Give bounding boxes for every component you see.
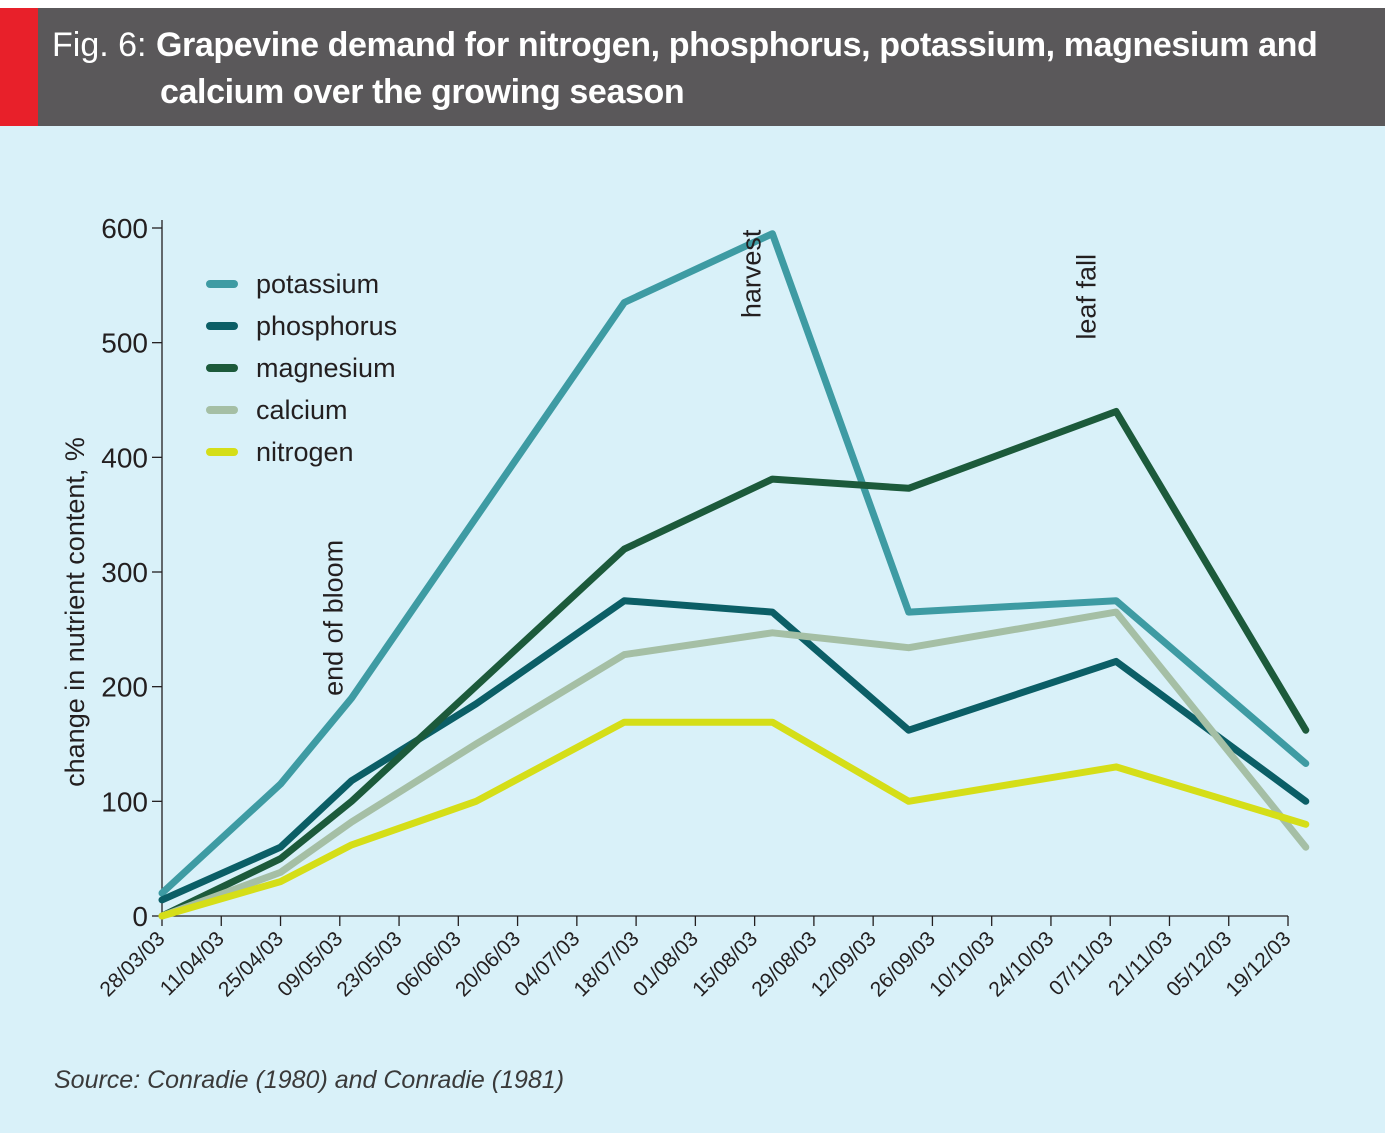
series-line-phosphorus	[158, 597, 1310, 904]
y-tick-label: 500	[101, 328, 148, 359]
x-tick-label: 19/12/03	[1221, 927, 1295, 1001]
series-line-potassium	[158, 230, 1310, 897]
x-tick-label: 04/07/03	[510, 927, 584, 1001]
x-tick-label: 09/05/03	[273, 927, 347, 1001]
series-line-magnesium	[158, 408, 1310, 920]
x-tick-label: 26/09/03	[866, 927, 940, 1001]
chart-panel: 0 100 200 300 400 500 600 28/03/03 11/04/03 25/04…	[0, 126, 1385, 1133]
figure-label: Fig. 6:	[52, 26, 147, 64]
legend: potassium phosphorus magnesium calcium nitro…	[206, 269, 397, 467]
x-tick-label: 05/12/03	[1162, 927, 1236, 1001]
series-line-calcium	[158, 608, 1310, 920]
y-tick-label: 0	[132, 901, 148, 932]
figure-title: Fig. 6: Grapevine demand for nitrogen, p…	[52, 22, 1372, 116]
y-axis-label: change in nutrient content, %	[60, 437, 90, 787]
x-tick-label: 18/07/03	[570, 927, 644, 1001]
legend-label-calcium: calcium	[256, 395, 348, 425]
x-tick-label: 10/10/03	[925, 927, 999, 1001]
source-note: Source: Conradie (1980) and Conradie (19…	[54, 1066, 565, 1094]
x-tick-label: 06/06/03	[392, 927, 466, 1001]
series-lines	[158, 230, 1310, 920]
x-tick-label: 29/08/03	[747, 927, 821, 1001]
y-tick-label: 600	[101, 213, 148, 244]
legend-label-magnesium: magnesium	[256, 353, 396, 383]
series-line-nitrogen	[158, 718, 1310, 920]
title-line-2: calcium over the growing season	[160, 73, 685, 111]
figure: Fig. 6: Grapevine demand for nitrogen, p…	[0, 8, 1385, 1133]
y-tick-label: 100	[101, 786, 148, 817]
annotation-label: harvest	[737, 229, 767, 318]
x-tick-label: 01/08/03	[629, 927, 703, 1001]
annotations: end of bloom harvest leaf fall	[319, 229, 1102, 696]
figure-header: Fig. 6: Grapevine demand for nitrogen, p…	[0, 8, 1385, 126]
x-tick-label: 25/04/03	[214, 927, 288, 1001]
x-tick-label: 24/10/03	[984, 927, 1058, 1001]
x-tick-label: 20/06/03	[451, 927, 525, 1001]
annotation-label: end of bloom	[319, 540, 349, 696]
annotation-label: leaf fall	[1071, 254, 1101, 340]
x-tick-label: 07/11/03	[1045, 927, 1118, 1000]
y-tick-label: 400	[101, 442, 148, 473]
y-tick-label: 300	[101, 557, 148, 588]
x-tick-label: 15/08/03	[688, 927, 762, 1001]
x-tick-label: 12/09/03	[807, 927, 881, 1001]
title-line-1: Grapevine demand for nitrogen, phosphoru…	[155, 26, 1318, 64]
line-chart: 010020030040050060028/03/0311/04/0325/04…	[60, 213, 1310, 1001]
x-tick-label: 23/05/03	[333, 927, 407, 1001]
legend-label-phosphorus: phosphorus	[256, 311, 397, 341]
x-tick-label: 28/03/03	[95, 927, 169, 1001]
legend-label-potassium: potassium	[256, 269, 379, 299]
legend-label-nitrogen: nitrogen	[256, 437, 354, 467]
y-tick-label: 200	[101, 672, 148, 703]
header-accent-bar	[0, 8, 38, 126]
